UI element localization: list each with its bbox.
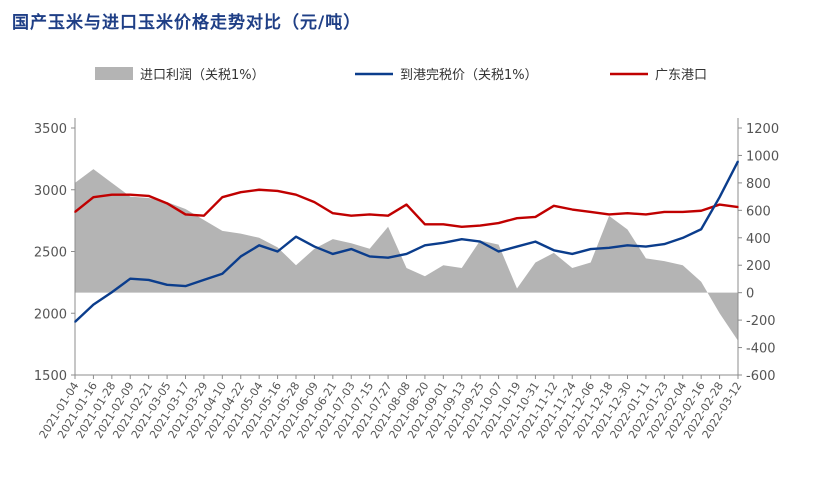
point-landed xyxy=(516,245,518,248)
point-guangdong xyxy=(608,213,610,216)
point-guangdong xyxy=(460,226,463,228)
point-landed xyxy=(663,243,666,245)
y-right-tick-label: 1000 xyxy=(746,149,779,164)
point-guangdong xyxy=(239,191,242,194)
legend: 进口利润（关税1%） 到港完税价（关税1%） 广东港口 xyxy=(95,67,707,83)
y-right-tick-label: -400 xyxy=(746,342,776,357)
point-landed xyxy=(221,272,224,275)
point-guangdong xyxy=(626,212,629,215)
point-guangdong xyxy=(295,193,297,196)
point-guangdong xyxy=(516,217,518,219)
y-right-tick-label: 0 xyxy=(746,287,754,302)
point-landed xyxy=(479,240,481,243)
point-guangdong xyxy=(221,196,224,198)
point-guangdong xyxy=(681,211,684,213)
point-guangdong xyxy=(571,208,574,211)
point-landed xyxy=(718,196,721,198)
point-landed xyxy=(553,249,555,252)
y-right-tick-label: 600 xyxy=(746,204,771,219)
point-landed xyxy=(111,291,113,294)
point-guangdong xyxy=(166,202,168,205)
y-right-tick-label: -200 xyxy=(746,314,776,329)
point-landed xyxy=(645,245,647,248)
y-right-tick-label: 200 xyxy=(746,259,771,274)
point-guangdong xyxy=(553,205,555,207)
point-landed xyxy=(239,255,242,258)
y-left-tick-label: 3500 xyxy=(34,122,67,137)
point-guangdong xyxy=(184,213,187,216)
point-guangdong xyxy=(313,201,316,203)
point-guangdong xyxy=(645,213,647,216)
point-guangdong xyxy=(387,214,389,217)
point-guangdong xyxy=(332,212,334,215)
y-left-tick-label: 2500 xyxy=(34,246,67,261)
y-left-tick-label: 2000 xyxy=(34,307,67,322)
point-landed xyxy=(626,244,629,247)
point-landed xyxy=(92,303,95,306)
point-guangdong xyxy=(737,206,739,208)
series-area-profit xyxy=(75,169,738,341)
y-right-tick-label: -600 xyxy=(746,369,776,384)
legend-swatch-profit xyxy=(95,67,133,80)
point-landed xyxy=(258,244,260,247)
point-landed xyxy=(276,250,279,253)
point-landed xyxy=(166,284,168,286)
point-guangdong xyxy=(405,203,408,206)
point-guangdong xyxy=(258,188,260,191)
point-landed xyxy=(534,240,537,243)
point-landed xyxy=(350,248,353,250)
y-left-tick-label: 1500 xyxy=(34,369,67,384)
point-guangdong xyxy=(700,209,702,212)
point-guangdong xyxy=(147,195,150,197)
point-guangdong xyxy=(111,193,113,196)
point-landed xyxy=(147,279,150,281)
point-landed xyxy=(460,238,463,240)
chart-title: 国产玉米与进口玉米价格走势对比（元/吨） xyxy=(12,13,362,33)
point-landed xyxy=(295,235,297,238)
point-guangdong xyxy=(442,223,445,226)
point-landed xyxy=(700,228,702,231)
point-landed xyxy=(332,253,334,255)
y-right-tick-label: 1200 xyxy=(746,122,779,137)
point-landed xyxy=(203,279,205,281)
point-landed xyxy=(571,253,574,255)
point-guangdong xyxy=(424,223,426,226)
point-landed xyxy=(129,277,132,280)
point-landed xyxy=(442,242,445,244)
point-landed xyxy=(184,285,187,287)
point-landed xyxy=(387,256,389,259)
plot-area: 1500 2000 2500 3000 3500 -600 -400 -200 0 200 400 6… xyxy=(34,118,779,441)
y-right-tick-label: 400 xyxy=(746,232,771,247)
legend-label-profit: 进口利润（关税1%） xyxy=(140,68,265,83)
point-landed xyxy=(737,160,739,163)
point-guangdong xyxy=(479,224,481,227)
point-guangdong xyxy=(718,203,721,206)
point-guangdong xyxy=(92,196,95,198)
legend-label-landed: 到港完税价（关税1%） xyxy=(400,68,538,83)
point-guangdong xyxy=(534,216,537,218)
point-landed xyxy=(681,237,684,239)
point-guangdong xyxy=(203,214,205,217)
point-guangdong xyxy=(350,214,353,217)
point-guangdong xyxy=(368,213,371,216)
point-guangdong xyxy=(276,190,279,192)
point-landed xyxy=(424,244,426,247)
point-landed xyxy=(313,245,316,248)
point-guangdong xyxy=(129,193,132,196)
point-guangdong xyxy=(663,211,666,213)
legend-label-guangdong: 广东港口 xyxy=(655,68,707,83)
point-landed xyxy=(608,246,610,249)
point-guangdong xyxy=(74,211,76,213)
y-right-tick-label: 800 xyxy=(746,177,771,192)
point-landed xyxy=(589,248,592,250)
point-landed xyxy=(74,321,76,323)
point-landed xyxy=(405,253,408,255)
point-guangdong xyxy=(589,211,592,213)
point-landed xyxy=(368,255,371,258)
point-guangdong xyxy=(497,222,500,224)
y-left-tick-label: 3000 xyxy=(34,184,67,199)
point-landed xyxy=(497,250,500,253)
